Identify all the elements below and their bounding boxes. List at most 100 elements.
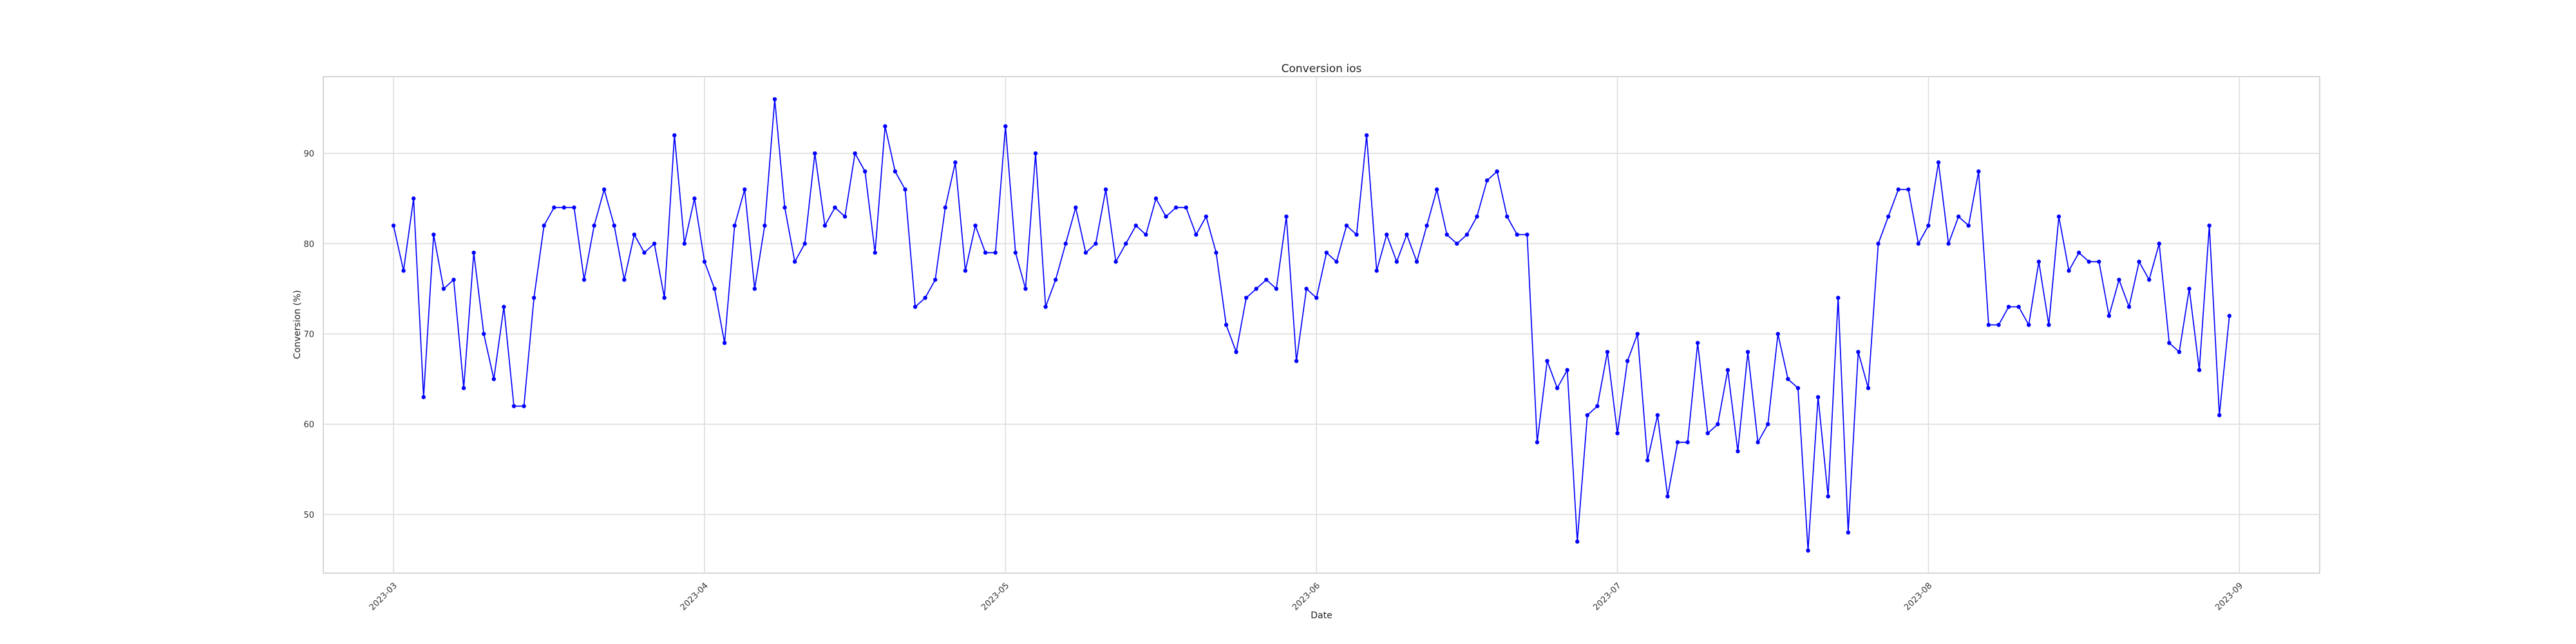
data-point (1795, 386, 1801, 390)
data-point (893, 169, 898, 174)
y-tick-label: 70 (303, 330, 314, 340)
data-point (572, 205, 576, 210)
data-point (1425, 223, 1429, 228)
data-point (743, 187, 747, 192)
data-point (913, 305, 918, 309)
data-point (431, 232, 436, 237)
data-point (2227, 314, 2231, 318)
data-point (2177, 350, 2182, 354)
data-point (1986, 323, 1991, 327)
data-point (762, 223, 767, 228)
data-point (1846, 530, 1851, 535)
data-point (1946, 242, 1951, 246)
data-point (2087, 260, 2091, 264)
data-point (2167, 341, 2172, 345)
data-point (2117, 278, 2121, 282)
data-point (1334, 260, 1339, 264)
data-point (2056, 214, 2061, 219)
y-tick-label: 50 (303, 511, 314, 520)
data-point (702, 260, 707, 264)
data-point (1434, 187, 1439, 192)
data-point (1535, 440, 1540, 444)
data-point (1214, 251, 1218, 255)
y-tick-label: 80 (303, 240, 314, 249)
data-point (582, 278, 587, 282)
data-point (1264, 278, 1269, 282)
data-point (2076, 251, 2081, 255)
data-point (441, 287, 446, 291)
data-point (752, 287, 757, 291)
data-point (1685, 440, 1690, 444)
y-tick-label: 90 (303, 149, 314, 159)
data-point (1916, 242, 1921, 246)
data-point (632, 232, 637, 237)
data-point (1665, 494, 1670, 499)
data-point (1515, 232, 1519, 237)
data-point (2097, 260, 2101, 264)
data-point (1996, 323, 2001, 327)
plot-area (323, 76, 2320, 574)
data-point (2197, 368, 2202, 372)
data-point (511, 404, 516, 408)
data-point (451, 278, 456, 282)
data-point (652, 242, 657, 246)
data-point (923, 296, 927, 300)
chart-title: Conversion ios (1282, 62, 1362, 75)
data-point (1455, 242, 1459, 246)
data-point (1745, 350, 1750, 354)
data-point (842, 214, 848, 219)
data-point (722, 341, 727, 345)
data-point (552, 205, 556, 210)
data-point (772, 97, 777, 102)
data-point (1976, 169, 1981, 174)
data-point (1575, 539, 1580, 544)
x-tick-label: 2023-09 (2213, 581, 2245, 612)
data-point (1585, 413, 1590, 417)
data-point (2146, 278, 2152, 282)
data-point (1675, 440, 1680, 444)
series-layer (391, 97, 2231, 553)
data-point (1254, 287, 1258, 291)
y-tick-label: 60 (303, 421, 314, 430)
data-point (2157, 242, 2161, 246)
data-point (822, 223, 828, 228)
data-point (1184, 205, 1188, 210)
data-point (1525, 232, 1530, 237)
y-axis-label: Conversion (%) (292, 290, 303, 359)
data-point (502, 305, 506, 309)
data-point (1655, 413, 1660, 417)
data-point (1013, 251, 1018, 255)
data-point (1936, 160, 1941, 165)
data-point (1625, 359, 1630, 363)
x-tick-label: 2023-08 (1902, 581, 1934, 612)
data-point (1776, 332, 1780, 336)
data-point (1565, 368, 1569, 372)
data-point (562, 205, 567, 210)
data-point (1756, 440, 1760, 444)
data-point (993, 251, 998, 255)
data-point (782, 205, 787, 210)
data-point (2036, 260, 2041, 264)
data-point (2137, 260, 2141, 264)
data-point (2067, 269, 2071, 273)
x-tick-label: 2023-06 (1291, 581, 1322, 612)
data-point (1324, 251, 1329, 255)
data-point (1725, 368, 1730, 372)
data-point (933, 278, 938, 282)
data-point (1866, 386, 1871, 390)
data-point (1043, 305, 1048, 309)
data-point (471, 251, 476, 255)
data-point (1766, 422, 1770, 426)
data-point (1274, 287, 1279, 291)
data-point (1103, 187, 1108, 192)
data-point (1736, 449, 1740, 453)
data-point (973, 223, 978, 228)
data-point (1074, 205, 1078, 210)
data-point (1164, 214, 1168, 219)
data-point (1504, 214, 1510, 219)
x-tick-label: 2023-03 (368, 581, 399, 612)
data-point (2126, 305, 2132, 309)
x-tick-label: 2023-05 (980, 581, 1011, 612)
data-point (1023, 287, 1028, 291)
x-tick-label: 2023-07 (1591, 581, 1623, 612)
